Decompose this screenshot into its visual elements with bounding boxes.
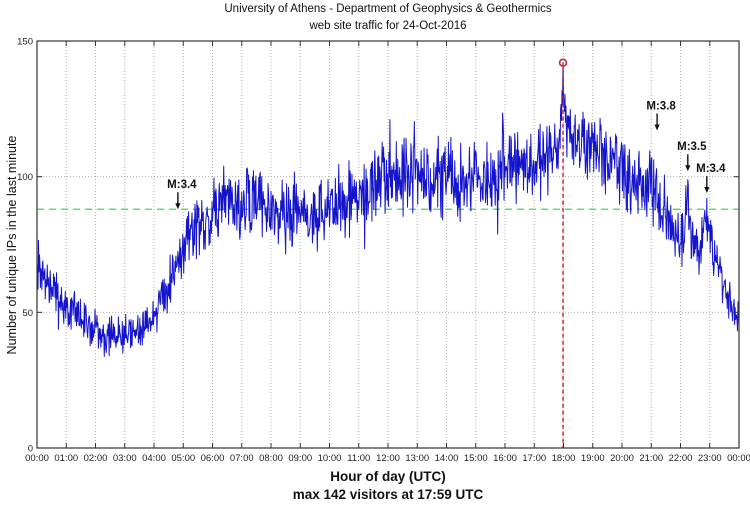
- y-tick-label: 150: [17, 37, 33, 48]
- x-tick-label: 23:00: [698, 453, 722, 464]
- event-annotation-arrowhead: [654, 124, 660, 131]
- x-tick-label: 14:00: [435, 453, 459, 464]
- event-annotation-arrowhead: [175, 203, 181, 210]
- x-tick-label: 19:00: [581, 453, 605, 464]
- x-tick-label: 00:00: [25, 453, 49, 464]
- chart-subtitle: web site traffic for 24-Oct-2016: [309, 20, 467, 32]
- event-annotation-arrowhead: [685, 165, 691, 172]
- x-tick-label: 03:00: [113, 453, 137, 464]
- x-tick-label: 07:00: [230, 453, 254, 464]
- traffic-series-path: [36, 62, 740, 358]
- x-tick-label: 09:00: [288, 453, 312, 464]
- x-tick-label: 20:00: [610, 453, 634, 464]
- event-annotation-arrowhead: [704, 186, 710, 193]
- x-tick-label: 16:00: [493, 453, 517, 464]
- x-tick-label: 13:00: [405, 453, 429, 464]
- x-tick-label: 18:00: [552, 453, 576, 464]
- x-tick-label: 22:00: [669, 453, 693, 464]
- y-tick-label: 100: [17, 172, 33, 183]
- x-tick-label: 12:00: [376, 453, 400, 464]
- x-tick-label: 00:00: [727, 453, 750, 464]
- x-tick-label: 17:00: [522, 453, 546, 464]
- y-tick-label: 0: [28, 444, 33, 455]
- x-tick-label: 15:00: [464, 453, 488, 464]
- x-axis-footnote: max 142 visitors at 17:59 UTC: [292, 487, 484, 502]
- event-annotation-label: M:3.5: [677, 141, 707, 153]
- max-marker-circle: [558, 58, 568, 67]
- y-tick-label: 50: [22, 308, 33, 319]
- x-tick-label: 10:00: [318, 453, 342, 464]
- event-annotation-label: M:3.4: [167, 179, 197, 191]
- x-tick-label: 08:00: [259, 453, 283, 464]
- x-axis-label: Hour of day (UTC): [330, 469, 446, 484]
- x-tick-label: 21:00: [639, 453, 663, 464]
- x-tick-label: 11:00: [347, 453, 370, 464]
- x-tick-label: 01:00: [54, 453, 78, 464]
- event-annotation-label: M:3.4: [696, 163, 726, 175]
- x-tick-label: 06:00: [201, 453, 225, 464]
- x-tick-label: 05:00: [171, 453, 195, 464]
- x-tick-label: 04:00: [142, 453, 166, 464]
- chart-title: University of Athens - Department of Geo…: [224, 3, 552, 15]
- x-tick-label: 02:00: [84, 453, 108, 464]
- event-annotation-label: M:3.8: [646, 101, 676, 113]
